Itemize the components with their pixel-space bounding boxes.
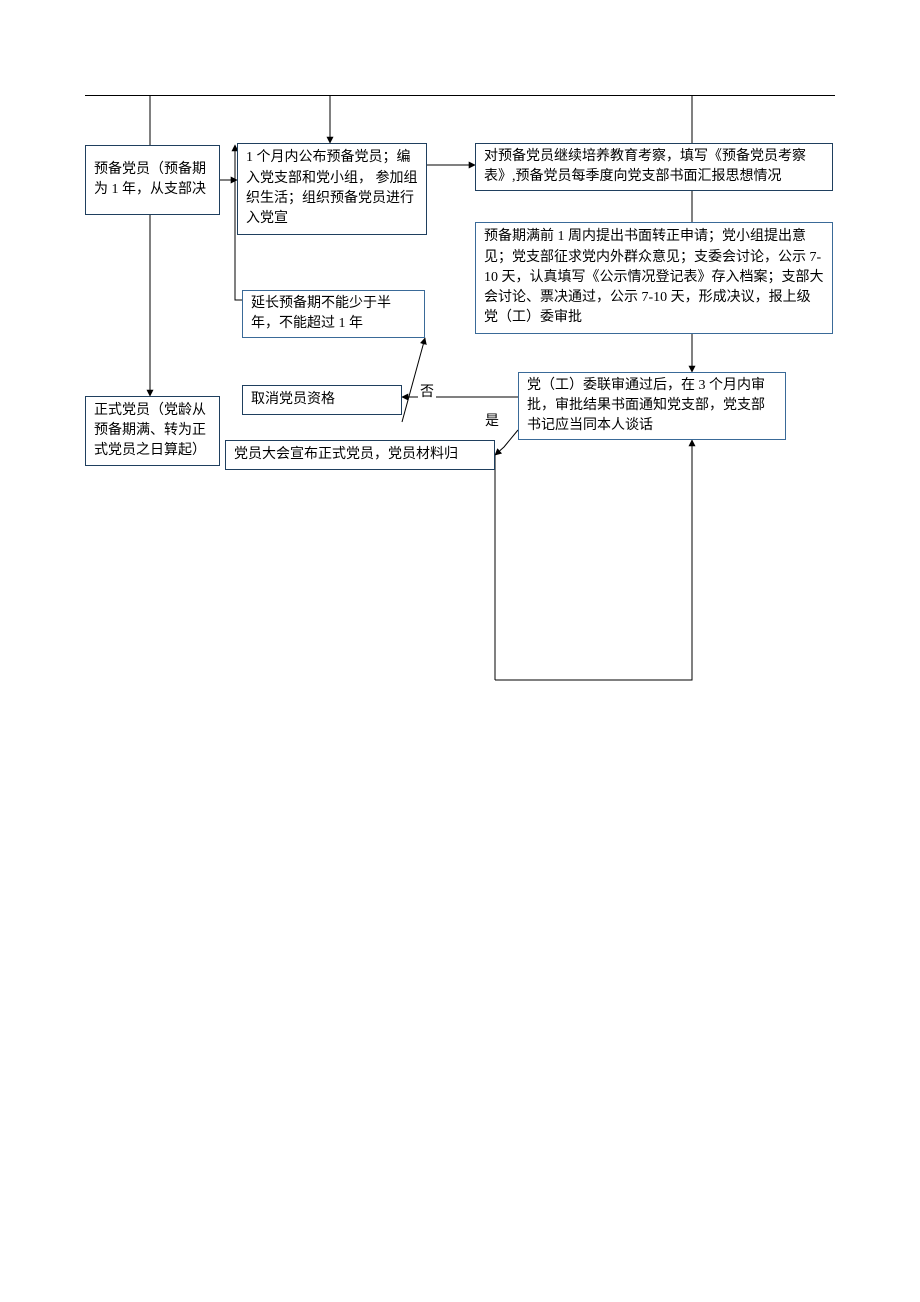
node-text: 正式党员（党龄从预备期满、转为正式党员之日算起） bbox=[94, 401, 211, 462]
node-probationary-member: 预备党员（预备期为 1 年，从支部决 bbox=[85, 145, 220, 215]
node-text: 对预备党员继续培养教育考察，填写《预备党员考察表》,预备党员每季度向党支部书面汇… bbox=[484, 147, 824, 188]
node-announce-formal: 党员大会宣布正式党员，党员材料归 bbox=[225, 440, 495, 470]
node-committee-approval: 党（工）委联审通过后，在 3 个月内审批，审批结果书面通知党支部，党支部书记应当… bbox=[518, 372, 786, 440]
node-conversion-application: 预备期满前 1 周内提出书面转正申请；党小组提出意见；党支部征求党内外群众意见；… bbox=[475, 222, 833, 334]
node-announce-one-month: 1 个月内公布预备党员；编入党支部和党小组， 参加组织生活；组织预备党员进行入党… bbox=[237, 143, 427, 235]
node-text: 取消党员资格 bbox=[251, 390, 335, 410]
top-horizontal-rule bbox=[85, 95, 835, 96]
node-text: 延长预备期不能少于半年，不能超过 1 年 bbox=[251, 294, 416, 335]
edge-label-no: 否 bbox=[418, 381, 436, 401]
node-cancel-qualification: 取消党员资格 bbox=[242, 385, 402, 415]
node-text: 党（工）委联审通过后，在 3 个月内审批，审批结果书面通知党支部，党支部书记应当… bbox=[527, 376, 777, 437]
node-text: 党员大会宣布正式党员，党员材料归 bbox=[234, 445, 458, 465]
node-text: 预备党员（预备期为 1 年，从支部决 bbox=[94, 160, 211, 201]
flowchart-canvas: 预备党员（预备期为 1 年，从支部决 1 个月内公布预备党员；编入党支部和党小组… bbox=[0, 0, 920, 1302]
node-text: 1 个月内公布预备党员；编入党支部和党小组， 参加组织生活；组织预备党员进行入党… bbox=[246, 148, 418, 229]
node-text: 预备期满前 1 周内提出书面转正申请；党小组提出意见；党支部征求党内外群众意见；… bbox=[484, 227, 824, 328]
edge-label-yes: 是 bbox=[483, 410, 501, 430]
node-extend-probation: 延长预备期不能少于半年，不能超过 1 年 bbox=[242, 290, 425, 338]
node-training-evaluation: 对预备党员继续培养教育考察，填写《预备党员考察表》,预备党员每季度向党支部书面汇… bbox=[475, 143, 833, 191]
node-formal-member: 正式党员（党龄从预备期满、转为正式党员之日算起） bbox=[85, 396, 220, 466]
